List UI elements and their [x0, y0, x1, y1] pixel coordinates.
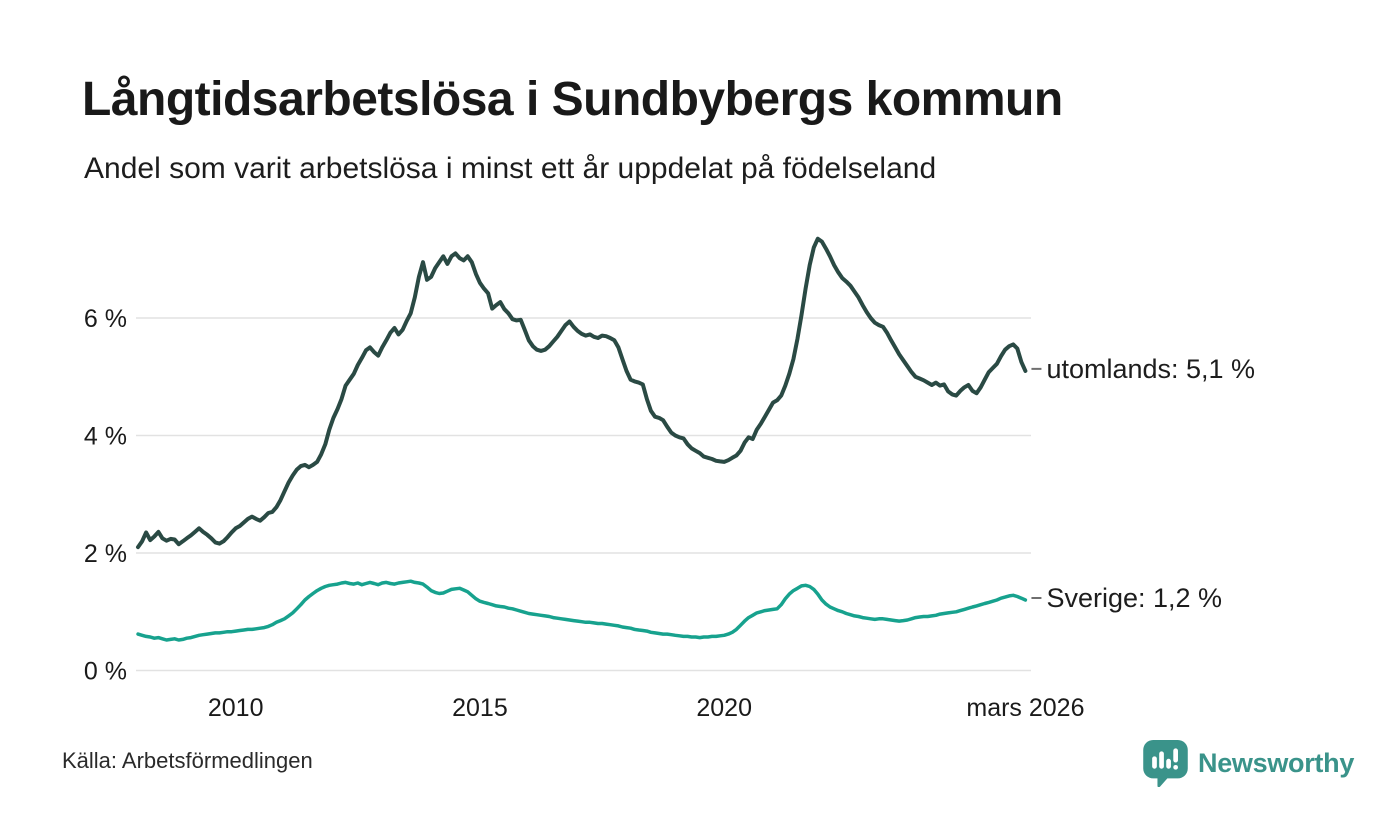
- newsworthy-logo-icon: [1143, 740, 1188, 787]
- brand-name: Newsworthy: [1198, 748, 1355, 778]
- series-end-label-Sverige: Sverige: 1,2 %: [1046, 583, 1222, 613]
- y-axis-tick-label: 2 %: [84, 540, 127, 568]
- x-axis-tick-label: 2010: [208, 694, 264, 722]
- x-axis-tick-label: 2020: [696, 694, 752, 722]
- brand-lockup: Newsworthy: [1143, 740, 1354, 787]
- page-title: Långtidsarbetslösa i Sundbybergs kommun: [82, 73, 1063, 126]
- y-axis-tick-label: 6 %: [84, 305, 127, 333]
- y-axis-tick-label: 0 %: [84, 658, 127, 686]
- y-axis-tick-label: 4 %: [84, 423, 127, 451]
- source-note: Källa: Arbetsförmedlingen: [62, 748, 313, 773]
- series-line-utomlands: [136, 236, 1028, 550]
- x-axis-tick-label: mars 2026: [966, 694, 1084, 722]
- page-subtitle: Andel som varit arbetslösa i minst ett å…: [84, 152, 937, 185]
- x-axis-tick-label: 2015: [452, 694, 508, 722]
- series-end-label-utomlands: utomlands: 5,1 %: [1046, 354, 1255, 384]
- series-line-Sverige: [136, 579, 1028, 642]
